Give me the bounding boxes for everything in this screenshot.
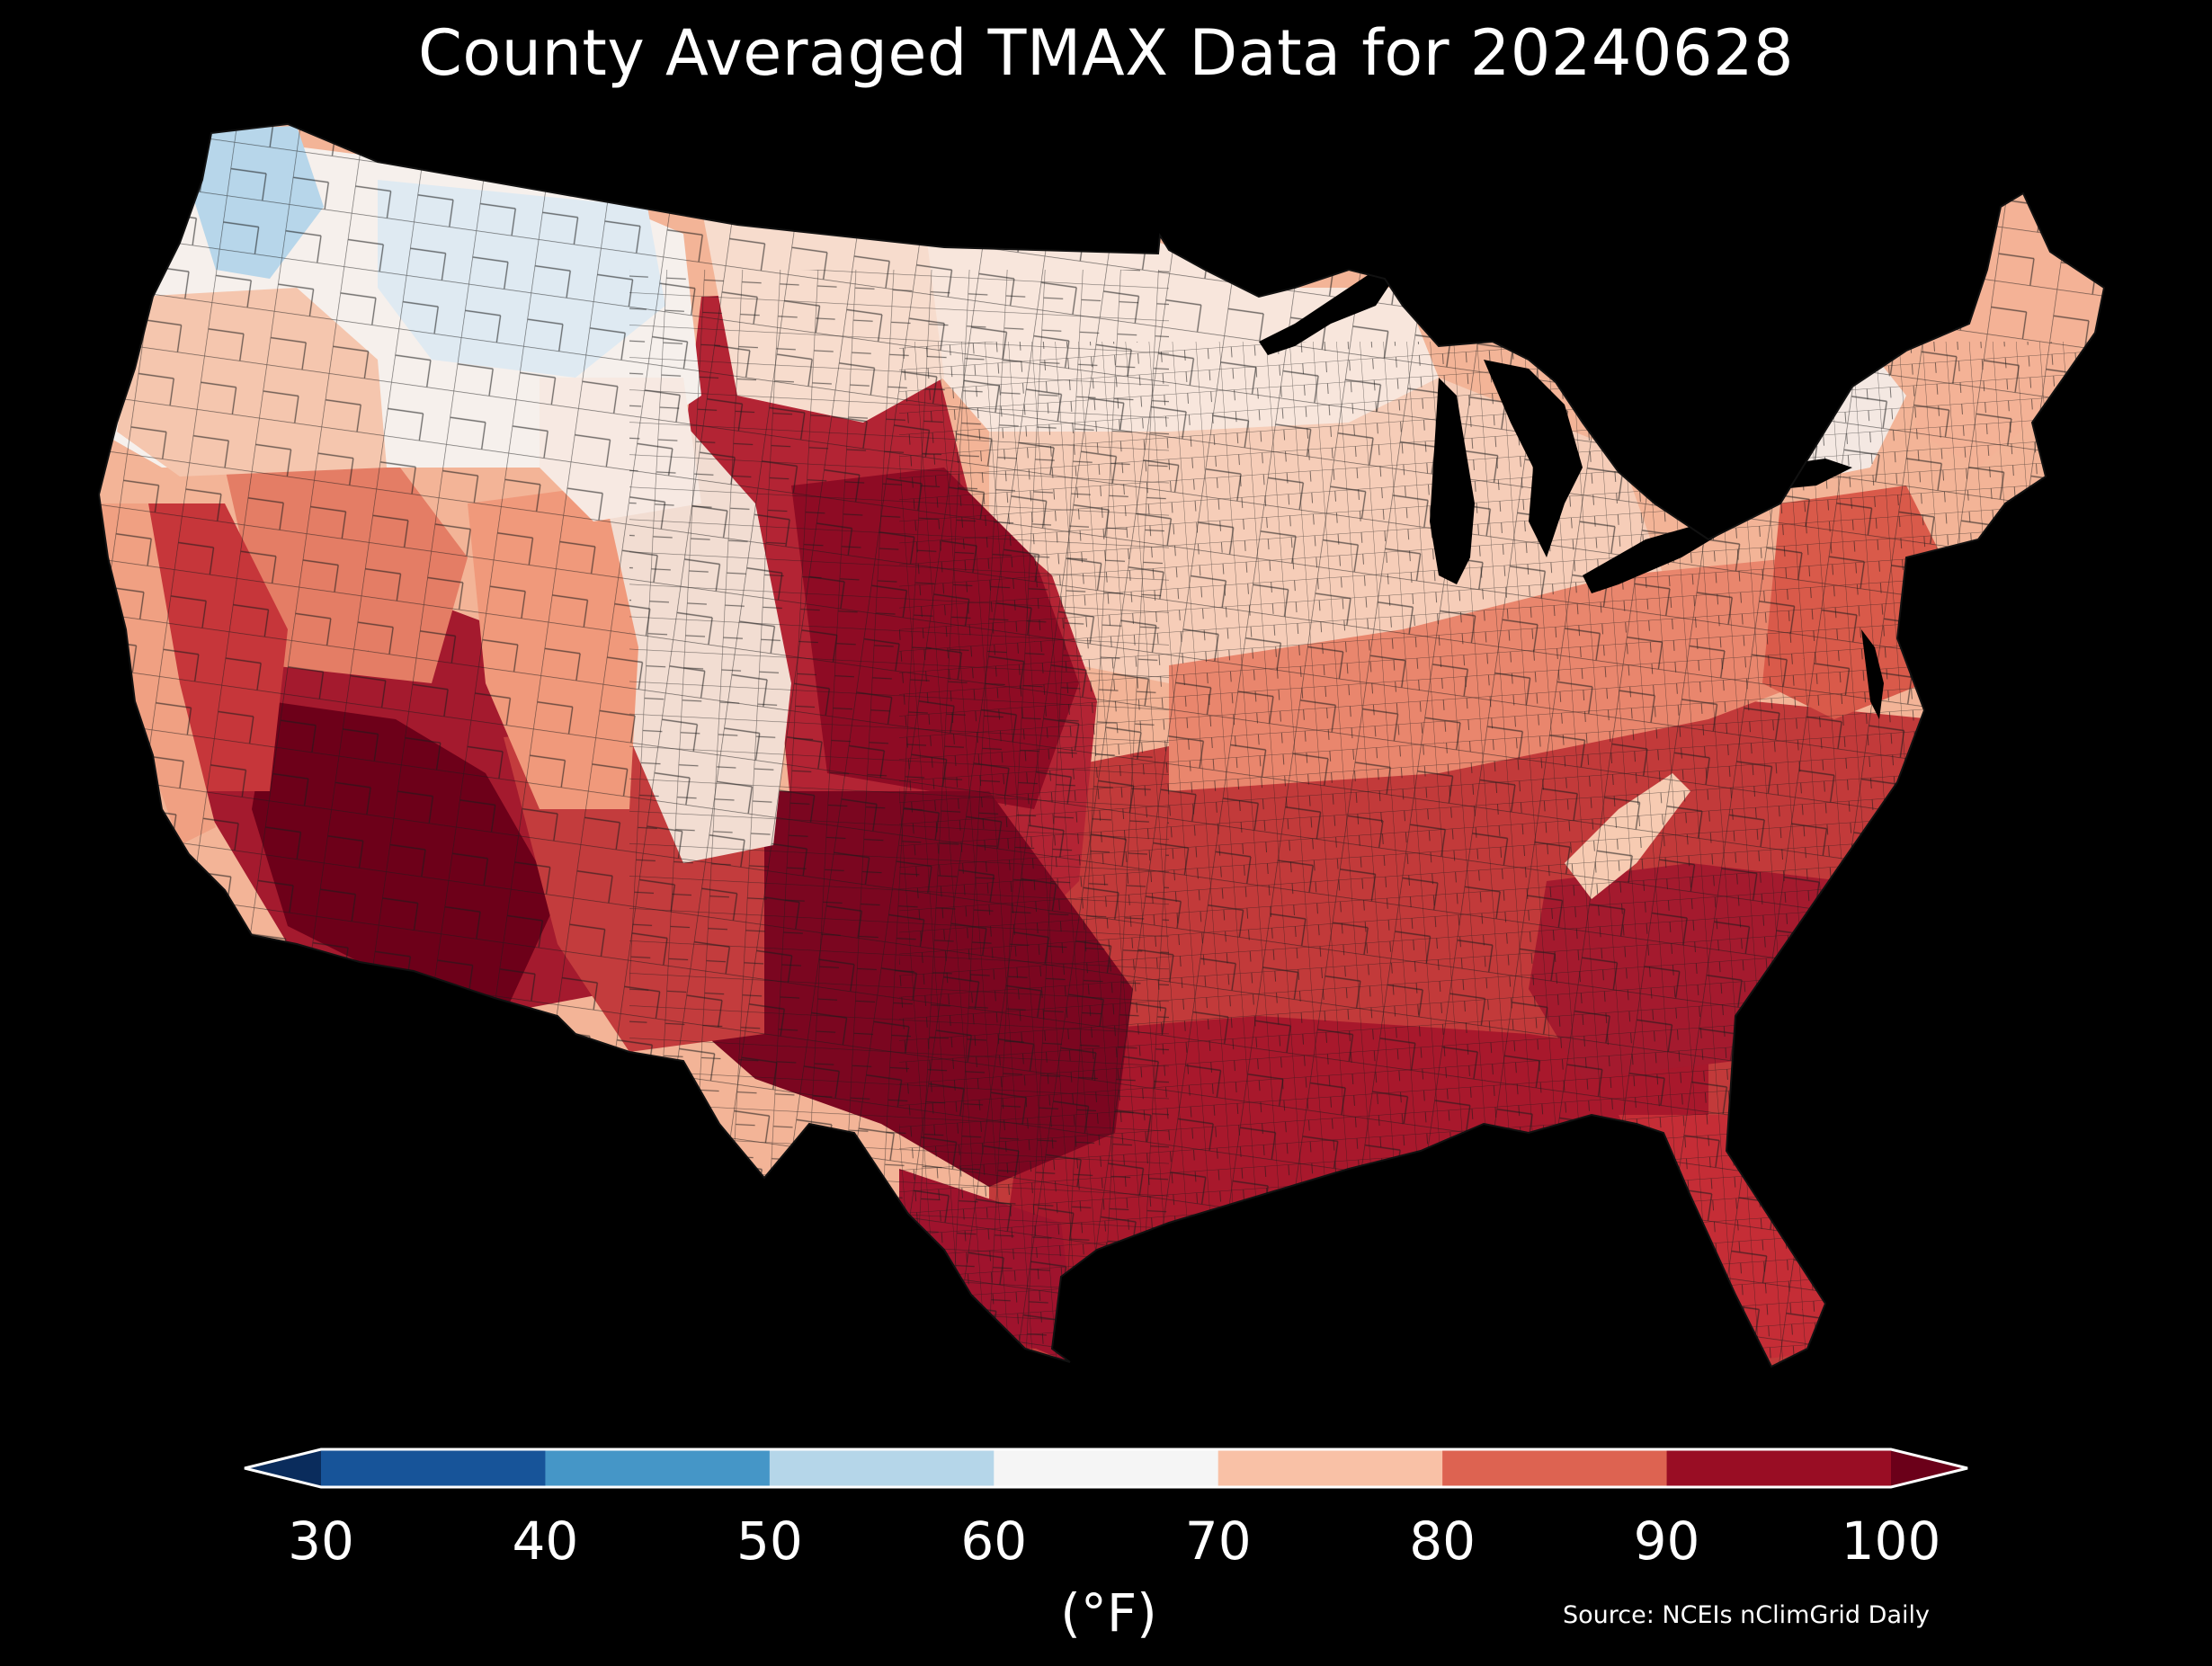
colorbar-tick-label: 70: [1184, 1510, 1252, 1572]
lake-erie: [1583, 521, 1726, 593]
colorbar-tick-label: 40: [512, 1510, 579, 1572]
colorbar-bin-80-90: [1442, 1449, 1668, 1487]
lake-michigan: [1430, 378, 1475, 584]
county-tmax-map: [98, 123, 2105, 1439]
colorbar-tick-label: 80: [1409, 1510, 1476, 1572]
colorbar-bin-30-40: [321, 1449, 546, 1487]
colorbar-over-arrow: [1891, 1449, 1967, 1487]
lake-superior: [1259, 270, 1394, 355]
colorbar-bins: [321, 1449, 1892, 1487]
colorbar: [244, 1448, 1968, 1489]
colorbar-unit-label: (°F): [1060, 1582, 1157, 1644]
colorbar-bin-90-100: [1666, 1449, 1892, 1487]
county-fill-layer: [99, 124, 2104, 1367]
colorbar-bin-70-80: [1217, 1449, 1443, 1487]
colorbar-tick-label: 100: [1841, 1510, 1941, 1572]
colorbar-tick-label: 30: [288, 1510, 354, 1572]
colorbar-bin-60-70: [994, 1449, 1219, 1487]
source-credit: Source: NCEIs nClimGrid Daily: [1563, 1601, 1930, 1629]
great-lakes: [1259, 270, 1852, 593]
colorbar-tick-label: 90: [1633, 1510, 1700, 1572]
lake-huron: [1484, 360, 1583, 557]
colorbar-tick-label: 50: [736, 1510, 803, 1572]
gulf-of-mexico: [1079, 1133, 1726, 1439]
coastal-water: [1079, 629, 1884, 1439]
map-title: County Averaged TMAX Data for 20240628: [417, 16, 1795, 90]
colorbar-under-arrow: [245, 1449, 321, 1487]
colorbar-bin-40-50: [545, 1449, 771, 1487]
lake-ontario: [1762, 459, 1852, 490]
chesapeake-bay: [1861, 629, 1884, 719]
colorbar-bin-50-60: [769, 1449, 995, 1487]
county-borders-central: [629, 270, 1169, 1349]
colorbar-tick-label: 60: [960, 1510, 1028, 1572]
colorbar-frame: [244, 1448, 1968, 1489]
